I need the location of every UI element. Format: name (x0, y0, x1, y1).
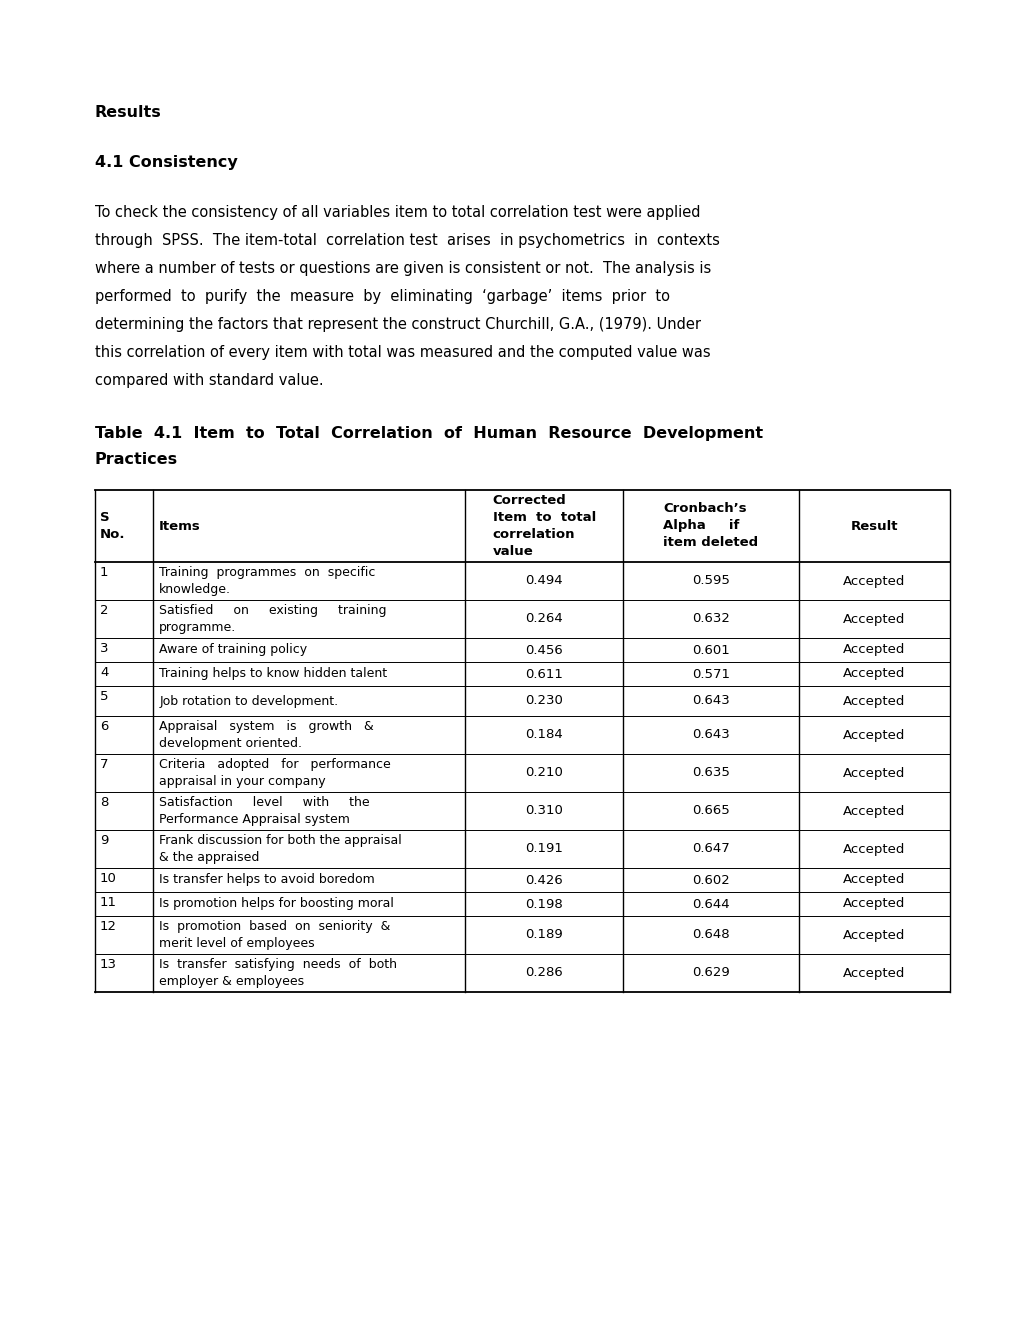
Text: 0.286: 0.286 (525, 966, 562, 979)
Text: Satisfaction     level     with     the
Performance Appraisal system: Satisfaction level with the Performance … (159, 796, 370, 826)
Text: Accepted: Accepted (843, 767, 905, 780)
Text: 0.647: 0.647 (692, 842, 730, 855)
Text: 9: 9 (100, 834, 108, 847)
Text: Job rotation to development.: Job rotation to development. (159, 694, 338, 708)
Text: 0.189: 0.189 (525, 928, 562, 941)
Text: where a number of tests or questions are given is consistent or not.  The analys: where a number of tests or questions are… (95, 261, 710, 276)
Text: Accepted: Accepted (843, 874, 905, 887)
Text: 0.456: 0.456 (525, 644, 562, 656)
Text: S
No.: S No. (100, 511, 125, 541)
Text: Results: Results (95, 106, 162, 120)
Bar (95, 490, 949, 993)
Text: 0.632: 0.632 (692, 612, 730, 626)
Text: 2: 2 (100, 605, 108, 616)
Text: 0.601: 0.601 (692, 644, 730, 656)
Text: 1: 1 (100, 566, 108, 579)
Text: 0.635: 0.635 (692, 767, 730, 780)
Text: 0.571: 0.571 (691, 668, 730, 681)
Text: 5: 5 (100, 690, 108, 704)
Text: 11: 11 (100, 896, 117, 909)
Text: 4: 4 (100, 667, 108, 678)
Text: 0.184: 0.184 (525, 729, 562, 742)
Text: 0.494: 0.494 (525, 574, 562, 587)
Text: 0.230: 0.230 (525, 694, 562, 708)
Text: 0.665: 0.665 (692, 804, 730, 817)
Text: 0.602: 0.602 (692, 874, 730, 887)
Text: 0.191: 0.191 (525, 842, 562, 855)
Text: 0.426: 0.426 (525, 874, 562, 887)
Text: Accepted: Accepted (843, 644, 905, 656)
Text: Result: Result (850, 520, 897, 532)
Text: Satisfied     on     existing     training
programme.: Satisfied on existing training programme… (159, 605, 386, 634)
Text: Accepted: Accepted (843, 966, 905, 979)
Text: Accepted: Accepted (843, 694, 905, 708)
Text: 6: 6 (100, 719, 108, 733)
Text: Accepted: Accepted (843, 928, 905, 941)
Text: Frank discussion for both the appraisal
& the appraised: Frank discussion for both the appraisal … (159, 834, 401, 863)
Text: Items: Items (159, 520, 201, 532)
Text: determining the factors that represent the construct Churchill, G.A., (1979). Un: determining the factors that represent t… (95, 317, 700, 333)
Text: 0.595: 0.595 (692, 574, 730, 587)
Text: this correlation of every item with total was measured and the computed value wa: this correlation of every item with tota… (95, 345, 710, 360)
Text: Aware of training policy: Aware of training policy (159, 644, 307, 656)
Text: 0.643: 0.643 (692, 729, 730, 742)
Text: Is  transfer  satisfying  needs  of  both
employer & employees: Is transfer satisfying needs of both emp… (159, 958, 396, 987)
Text: To check the consistency of all variables item to total correlation test were ap: To check the consistency of all variable… (95, 205, 700, 220)
Text: Appraisal   system   is   growth   &
development oriented.: Appraisal system is growth & development… (159, 721, 374, 750)
Text: performed  to  purify  the  measure  by  eliminating  ‘garbage’  items  prior  t: performed to purify the measure by elimi… (95, 289, 669, 304)
Text: Is promotion helps for boosting moral: Is promotion helps for boosting moral (159, 898, 393, 911)
Text: 0.643: 0.643 (692, 694, 730, 708)
Text: Is  promotion  based  on  seniority  &
merit level of employees: Is promotion based on seniority & merit … (159, 920, 390, 950)
Text: 3: 3 (100, 642, 108, 655)
Text: Training  programmes  on  specific
knowledge.: Training programmes on specific knowledg… (159, 566, 375, 595)
Text: 4.1 Consistency: 4.1 Consistency (95, 154, 237, 170)
Text: Corrected
Item  to  total
correlation
value: Corrected Item to total correlation valu… (492, 494, 595, 558)
Text: 8: 8 (100, 796, 108, 809)
Text: 0.210: 0.210 (525, 767, 562, 780)
Text: Accepted: Accepted (843, 574, 905, 587)
Text: 10: 10 (100, 873, 117, 884)
Text: Accepted: Accepted (843, 729, 905, 742)
Text: 13: 13 (100, 958, 117, 972)
Text: 0.644: 0.644 (692, 898, 730, 911)
Text: Accepted: Accepted (843, 842, 905, 855)
Text: 0.648: 0.648 (692, 928, 730, 941)
Text: Accepted: Accepted (843, 804, 905, 817)
Text: Accepted: Accepted (843, 898, 905, 911)
Text: Cronbach’s
Alpha     if
item deleted: Cronbach’s Alpha if item deleted (662, 503, 758, 549)
Text: 0.198: 0.198 (525, 898, 562, 911)
Text: compared with standard value.: compared with standard value. (95, 374, 323, 388)
Text: 0.264: 0.264 (525, 612, 562, 626)
Text: 0.310: 0.310 (525, 804, 562, 817)
Text: Training helps to know hidden talent: Training helps to know hidden talent (159, 668, 387, 681)
Text: Criteria   adopted   for   performance
appraisal in your company: Criteria adopted for performance apprais… (159, 758, 390, 788)
Text: Accepted: Accepted (843, 612, 905, 626)
Text: 7: 7 (100, 758, 108, 771)
Text: Practices: Practices (95, 451, 178, 467)
Text: 0.611: 0.611 (525, 668, 562, 681)
Text: 0.629: 0.629 (692, 966, 730, 979)
Text: Accepted: Accepted (843, 668, 905, 681)
Text: 12: 12 (100, 920, 117, 933)
Text: Table  4.1  Item  to  Total  Correlation  of  Human  Resource  Development: Table 4.1 Item to Total Correlation of H… (95, 426, 762, 441)
Text: through  SPSS.  The item-total  correlation test  arises  in psychometrics  in  : through SPSS. The item-total correlation… (95, 234, 719, 248)
Text: Is transfer helps to avoid boredom: Is transfer helps to avoid boredom (159, 874, 375, 887)
